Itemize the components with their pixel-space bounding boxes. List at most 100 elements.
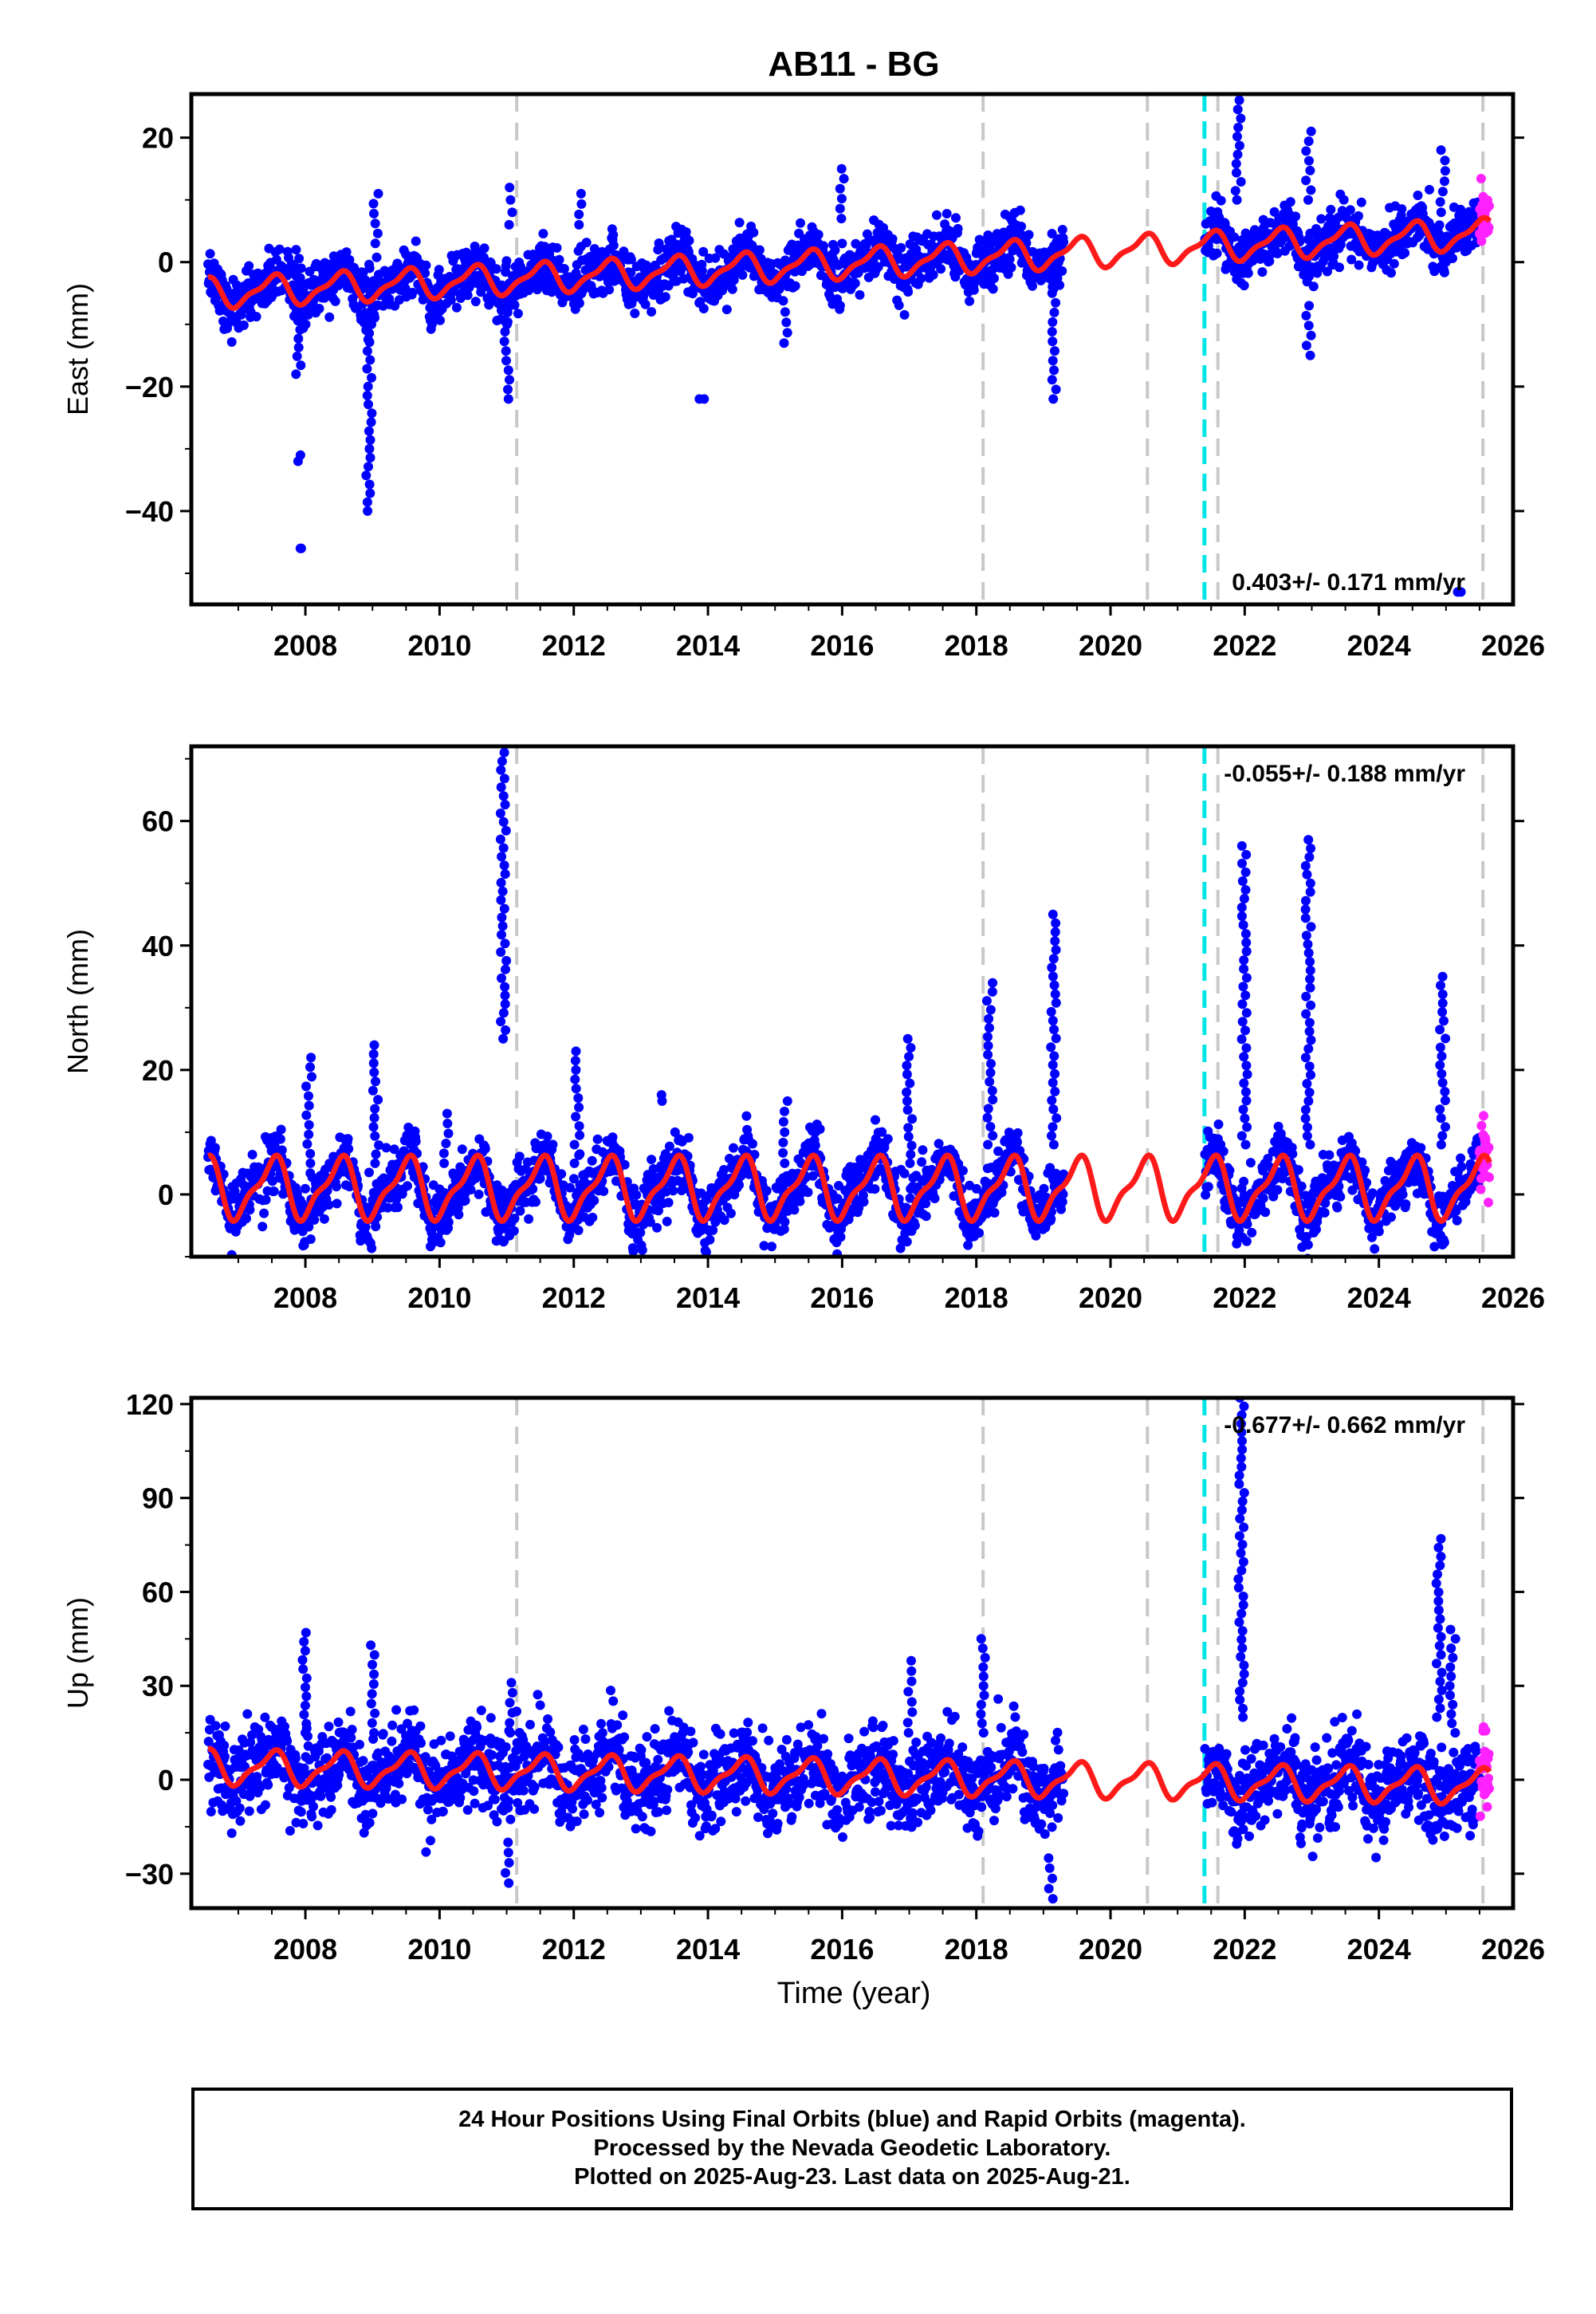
data-point (918, 1145, 928, 1155)
data-point (1272, 249, 1283, 258)
outlier-point (503, 384, 513, 395)
outlier-point (1306, 126, 1316, 136)
data-point (554, 254, 564, 265)
data-point (1225, 1165, 1235, 1175)
data-point (411, 236, 421, 246)
outlier-point (369, 208, 379, 218)
outlier-point (982, 1112, 993, 1123)
outlier-point (1304, 1061, 1315, 1072)
outlier-point (368, 1085, 378, 1096)
outlier-point (307, 1072, 316, 1082)
outlier-point (302, 1139, 313, 1149)
y-tick-label: 20 (142, 122, 174, 155)
outlier-point (1240, 1087, 1251, 1097)
outlier-point (370, 218, 380, 229)
outlier-point (1437, 1077, 1448, 1088)
data-point (921, 1211, 931, 1222)
outlier-point (1241, 973, 1252, 983)
data-point (1413, 191, 1423, 200)
outlier-point (1302, 1131, 1312, 1141)
data-point (453, 1202, 463, 1213)
outlier-point (1300, 1113, 1311, 1124)
outlier-point (1048, 954, 1059, 964)
final-orbit-points (203, 747, 1484, 1257)
data-point (684, 235, 694, 246)
data-point (934, 1139, 944, 1149)
data-point (1356, 197, 1366, 207)
data-point (343, 1134, 353, 1144)
outlier-point (905, 1078, 915, 1088)
data-point (1303, 1240, 1313, 1250)
outlier-point (571, 1065, 581, 1075)
outlier-point (1050, 346, 1059, 356)
outlier-point (500, 800, 510, 810)
outlier-point (1441, 1122, 1450, 1132)
outlier-point (497, 912, 507, 923)
data-point (796, 218, 805, 228)
data-point (515, 1206, 525, 1216)
outlier-point (569, 1158, 580, 1168)
data-point (1203, 1182, 1213, 1192)
data-point (647, 307, 657, 317)
outlier-point (1047, 327, 1057, 336)
outlier-point (576, 188, 586, 199)
outlier-point (1233, 122, 1244, 132)
outlier-point (1230, 186, 1240, 196)
outlier-point (499, 860, 509, 871)
data-point (1397, 204, 1407, 214)
data-point (1316, 214, 1327, 224)
outlier-point (362, 497, 372, 507)
outlier-point (575, 1149, 585, 1159)
data-point (1239, 281, 1249, 291)
outlier-point (1047, 1131, 1056, 1141)
data-point (1354, 211, 1363, 221)
data-point (971, 1183, 981, 1194)
data-point (678, 274, 689, 284)
outlier-point (836, 163, 847, 174)
outlier-point (1051, 1033, 1061, 1044)
data-point (899, 1168, 910, 1179)
data-point (324, 1200, 334, 1210)
data-point (921, 1198, 931, 1209)
rapid-point (1484, 222, 1494, 233)
data-point (1389, 258, 1399, 269)
data-point (244, 261, 254, 271)
data-point (953, 223, 963, 234)
outlier-point (1440, 166, 1450, 176)
data-point (1400, 248, 1410, 258)
data-point (993, 1146, 1004, 1156)
data-point (1324, 1150, 1335, 1160)
data-point (697, 266, 707, 276)
y-tick-label: −40 (125, 495, 174, 528)
data-point (389, 1144, 399, 1155)
outlier-point (364, 462, 373, 472)
data-point (749, 1150, 760, 1159)
outlier-point (986, 1059, 996, 1068)
outlier-point (368, 1049, 379, 1059)
outlier-point (1240, 1025, 1250, 1036)
outlier-point (293, 289, 304, 299)
data-point (274, 244, 285, 254)
outlier-point (985, 1023, 994, 1033)
data-point (381, 1143, 391, 1153)
data-point (710, 253, 721, 263)
outlier-point (1304, 1088, 1315, 1097)
outlier-point (1440, 176, 1449, 187)
data-point (1241, 1236, 1252, 1246)
outlier-point (1236, 911, 1247, 921)
data-point (859, 1197, 869, 1207)
data-point (910, 1220, 920, 1230)
data-point (850, 278, 860, 289)
data-point (319, 1214, 329, 1224)
outlier-point (656, 1090, 666, 1100)
outlier-point (505, 183, 515, 193)
outlier-point (1238, 920, 1248, 930)
data-point (819, 241, 828, 251)
data-point (803, 1187, 813, 1198)
outlier-point (780, 307, 790, 317)
data-point (759, 1241, 769, 1251)
outlier-point (1306, 185, 1316, 195)
outlier-point (362, 391, 372, 400)
data-point (790, 281, 800, 291)
outlier-point (1437, 1068, 1447, 1079)
